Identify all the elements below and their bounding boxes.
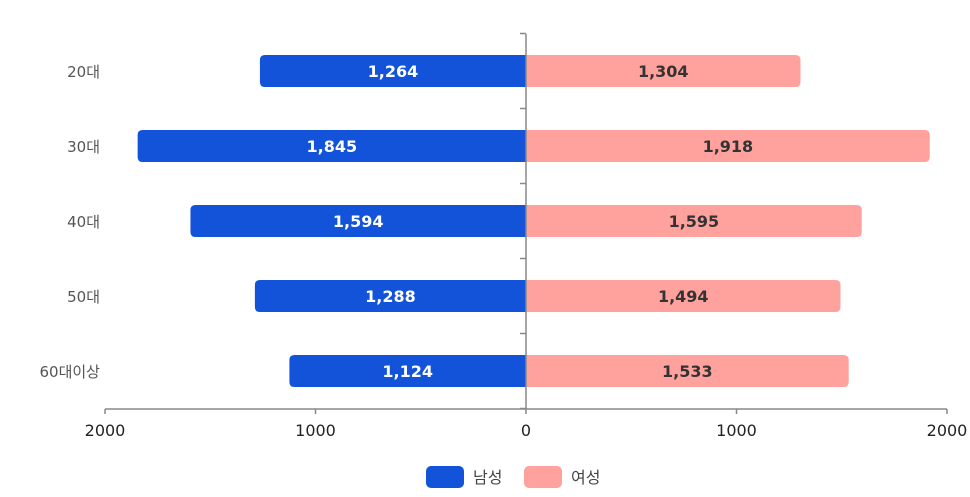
category-label: 30대 [67, 138, 100, 156]
x-tick-label: 2000 [927, 421, 968, 440]
x-tick-label: 1000 [716, 421, 757, 440]
bar-female-1 [526, 130, 930, 162]
bar-value-label: 1,264 [368, 62, 419, 81]
bar-male-2 [190, 205, 526, 237]
bar-value-label: 1,595 [669, 212, 720, 231]
category-label: 60대이상 [40, 363, 101, 381]
x-tick-label: 2000 [85, 421, 126, 440]
bar-male-1 [137, 130, 526, 162]
x-tick-label: 0 [521, 421, 531, 440]
category-label: 40대 [67, 213, 100, 231]
legend-label-male[interactable]: 남성 [473, 468, 502, 487]
bar-value-label: 1,494 [658, 287, 709, 306]
legend-label-female[interactable]: 여성 [571, 468, 600, 487]
legend-swatch-male[interactable] [426, 466, 464, 488]
category-label: 20대 [67, 63, 100, 81]
bar-value-label: 1,845 [307, 137, 358, 156]
bar-value-label: 1,304 [638, 62, 689, 81]
bar-female-2 [526, 205, 862, 237]
bar-male-0 [259, 55, 526, 87]
bar-value-label: 1,288 [365, 287, 416, 306]
bar-value-label: 1,533 [662, 362, 713, 381]
bar-male-4 [289, 355, 526, 387]
bar-female-3 [526, 280, 841, 312]
bar-male-3 [254, 280, 526, 312]
legend-swatch-female[interactable] [524, 466, 562, 488]
category-label: 50대 [67, 288, 100, 306]
bar-female-0 [526, 55, 801, 87]
bar-female-4 [526, 355, 849, 387]
bar-value-label: 1,918 [703, 137, 754, 156]
bar-value-label: 1,124 [382, 362, 433, 381]
x-tick-label: 1000 [295, 421, 336, 440]
bar-value-label: 1,594 [333, 212, 384, 231]
